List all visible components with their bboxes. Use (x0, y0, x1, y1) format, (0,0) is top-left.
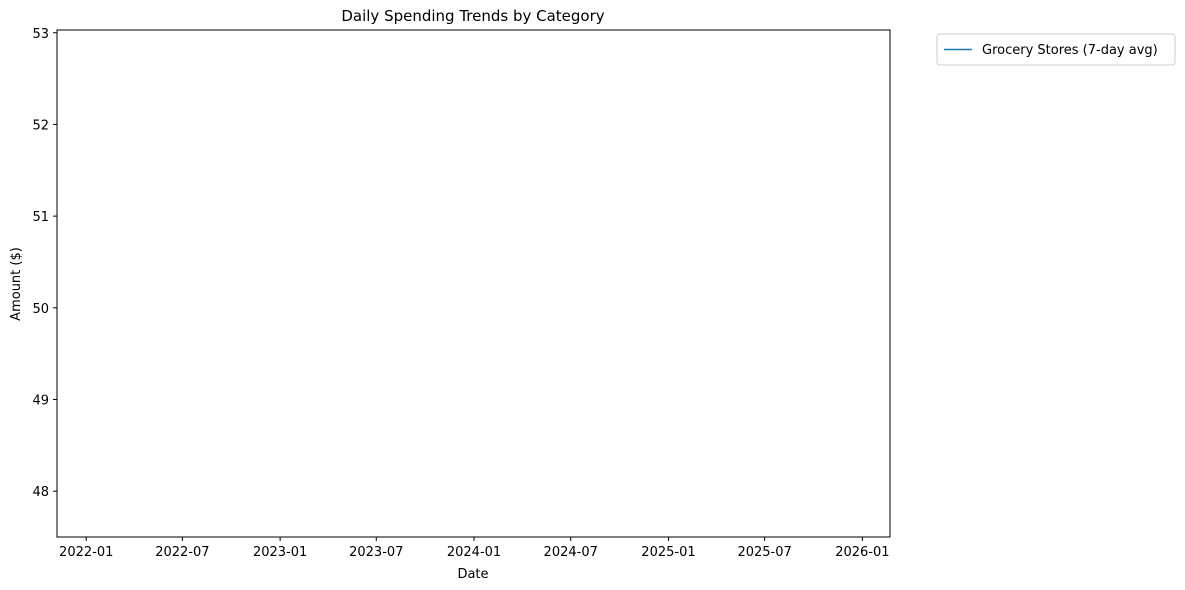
y-axis-label: Amount ($) (9, 247, 24, 321)
y-tick-label: 53 (32, 27, 49, 42)
x-tick-label: 2022-07 (155, 545, 209, 560)
x-tick-label: 2026-01 (835, 545, 889, 560)
axes-frame (56, 29, 891, 538)
y-tick-label: 51 (32, 210, 49, 225)
x-tick-label: 2024-01 (447, 545, 501, 560)
x-tick-label: 2025-07 (737, 545, 791, 560)
x-tick-label: 2025-01 (641, 545, 695, 560)
legend: Grocery Stores (7-day avg) (936, 33, 1176, 66)
y-axis: 48 49 50 51 52 53 (32, 27, 57, 500)
y-tick-label: 48 (32, 485, 49, 500)
y-tick-label: 52 (32, 118, 49, 133)
legend-frame (936, 33, 1176, 66)
x-tick-label: 2022-01 (59, 545, 113, 560)
x-axis-label: Date (457, 567, 488, 582)
x-tick-label: 2023-01 (253, 545, 307, 560)
x-tick-label: 2024-07 (544, 545, 598, 560)
x-tick-label: 2023-07 (349, 545, 403, 560)
legend-label: Grocery Stores (7-day avg) (982, 43, 1158, 58)
x-axis: 2022-01 2022-07 2023-01 2023-07 2024-01 2024-… (59, 537, 890, 560)
y-tick-label: 50 (32, 302, 49, 317)
plot-area (56, 29, 891, 538)
chart-title: Daily Spending Trends by Category (341, 7, 604, 25)
y-tick-label: 49 (32, 393, 49, 408)
